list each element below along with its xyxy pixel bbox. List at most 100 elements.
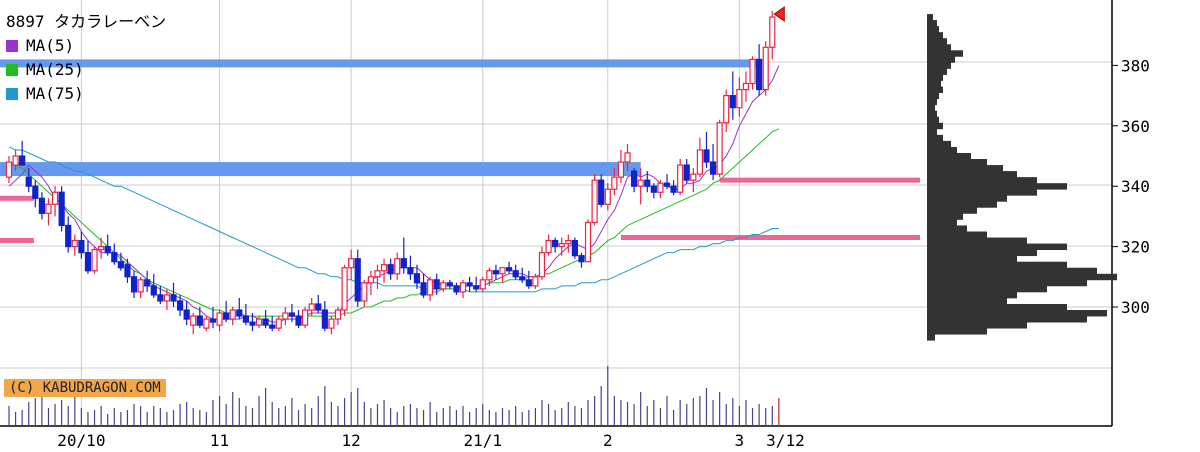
candle-body-78: [519, 276, 526, 281]
candle-body-23: [157, 294, 164, 302]
candle-body-25: [170, 294, 177, 302]
candle-body-0: [5, 161, 13, 178]
legend-label-ma25: MA(25): [26, 60, 84, 79]
candle-body-110: [729, 94, 736, 109]
candle-body-14: [98, 246, 105, 251]
candle-body-41: [275, 318, 282, 329]
candle-body-32: [216, 312, 223, 326]
volume-profile-bar-12: [927, 261, 1067, 269]
legend-ma5: MA(5): [6, 34, 166, 58]
y-tick-label-4: 380: [1121, 56, 1150, 75]
volume-profile-bar-40: [927, 92, 939, 100]
candle-body-9: [65, 224, 72, 248]
volume-profile-bar-4: [927, 310, 1107, 317]
legend-label-ma75: MA(75): [26, 84, 84, 103]
candle-body-94: [624, 152, 631, 163]
legend-label-ma5: MA(5): [26, 36, 75, 55]
candle-body-10: [71, 239, 78, 248]
volume-profile-bar-21: [927, 207, 977, 214]
candle-body-31: [209, 318, 217, 323]
candle-body-8: [58, 191, 65, 227]
x-tick-label-1: 11: [210, 431, 229, 450]
candle-body-6: [45, 203, 52, 214]
volume-profile-bar-48: [927, 44, 951, 51]
candle-body-84: [558, 242, 565, 248]
candle-body-63: [420, 282, 427, 296]
candle-body-65: [433, 279, 440, 290]
volume-profile-bar-36: [927, 116, 939, 124]
volume-profile-bar-20: [927, 213, 963, 220]
volume-profile-bar-5: [927, 303, 1067, 311]
volume-profile-bar-41: [927, 86, 943, 93]
candle-body-75: [499, 267, 506, 275]
candle-body-44: [295, 315, 302, 326]
candle-body-42: [282, 312, 289, 320]
candle-body-30: [203, 318, 210, 329]
x-tick-label-2: 12: [342, 431, 361, 450]
candle-body-69: [459, 282, 467, 293]
volume-profile-bar-25: [927, 183, 1067, 190]
chart-legend: 8897 タカラレーベン MA(5) MA(25) MA(75): [6, 10, 166, 106]
volume-profile-bar-47: [927, 50, 963, 57]
volume-profile-bar-2: [927, 322, 1027, 329]
candle-body-91: [604, 188, 611, 205]
volume-profile-bar-29: [927, 159, 987, 166]
candle-body-81: [538, 252, 546, 278]
candle-body-86: [571, 239, 578, 257]
candle-body-26: [176, 300, 184, 311]
legend-ma75: MA(75): [6, 82, 166, 106]
ma25-line: [8, 128, 780, 317]
candle-body-60: [400, 258, 407, 269]
volume-profile-bar-32: [927, 140, 951, 148]
volume-profile-bar-3: [927, 316, 1087, 323]
candle-body-11: [78, 239, 85, 254]
candle-body-46: [308, 303, 315, 311]
candle-body-112: [742, 82, 750, 91]
volume-profile-bar-16: [927, 237, 1027, 244]
candle-body-104: [690, 173, 697, 181]
candle-body-115: [762, 46, 769, 91]
ma5-line: [8, 65, 780, 323]
candle-body-106: [703, 149, 710, 163]
candle-body-18: [124, 264, 131, 278]
chart-title: 8897 タカラレーベン: [6, 12, 167, 31]
candle-body-93: [617, 161, 625, 178]
candle-body-50: [334, 309, 342, 320]
candle-body-1: [12, 155, 19, 166]
candle-body-4: [32, 185, 39, 199]
candle-body-80: [532, 276, 539, 287]
candle-body-74: [492, 270, 500, 275]
volume-profile-bar-9: [927, 279, 1087, 287]
volume-profile-bar-33: [927, 134, 943, 142]
candle-body-107: [709, 161, 717, 175]
volume-profile-bar-26: [927, 177, 1037, 184]
x-tick-label-0: 20/10: [57, 431, 105, 450]
volume-profile-bar-19: [927, 219, 957, 226]
y-tick-label-2: 340: [1121, 177, 1150, 196]
candle-body-103: [683, 164, 690, 181]
volume-profile-bar-31: [927, 146, 957, 154]
x-tick-label-3: 21/1: [463, 431, 502, 450]
candle-body-20: [137, 279, 144, 293]
volume-profile-bar-50: [927, 32, 943, 39]
candle-body-98: [650, 185, 657, 193]
candle-body-21: [144, 279, 151, 287]
volume-profile-bar-10: [927, 273, 1117, 281]
candle-body-47: [315, 303, 322, 311]
candle-body-90: [598, 179, 605, 205]
candle-body-55: [367, 276, 374, 284]
y-tick-label-3: 360: [1121, 117, 1150, 136]
volume-profile-bar-34: [927, 128, 937, 136]
volume-profile-bar-7: [927, 291, 1017, 299]
volume-profile-bar-46: [927, 56, 955, 63]
candle-body-108: [716, 122, 723, 175]
volume-profile-bar-51: [927, 26, 939, 33]
volume-profile-bar-27: [927, 171, 1017, 178]
candle-body-33: [223, 312, 230, 320]
volume-profile-bar-1: [927, 328, 987, 335]
candle-body-56: [374, 270, 381, 278]
candle-body-76: [505, 267, 513, 272]
candle-body-97: [644, 179, 651, 187]
candle-body-7: [51, 191, 59, 205]
